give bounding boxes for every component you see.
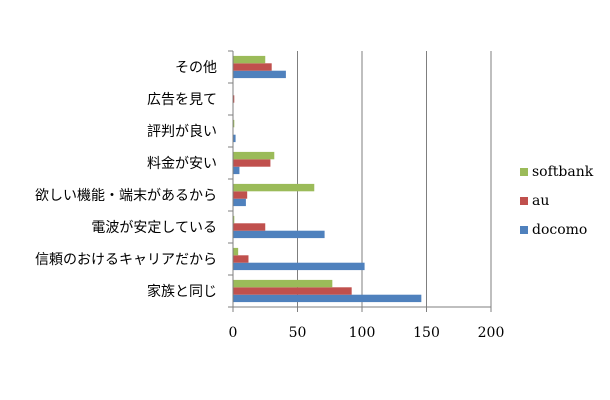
bar-docomo bbox=[233, 262, 365, 271]
bar-softbank bbox=[233, 247, 239, 256]
category-label: 電波が安定している bbox=[91, 220, 217, 236]
category-label: 欲しい機能・端末があるから bbox=[35, 188, 217, 204]
legend: softbank au docomo bbox=[520, 164, 594, 238]
bar-docomo bbox=[233, 70, 286, 79]
bar-au bbox=[233, 63, 272, 71]
legend-swatch-softbank bbox=[520, 168, 528, 176]
category-label: 家族と同じ bbox=[147, 283, 217, 300]
x-tick-label: 200 bbox=[478, 325, 505, 341]
bar-softbank bbox=[233, 279, 333, 288]
category-label: その他 bbox=[175, 60, 217, 76]
bar-softbank bbox=[233, 215, 235, 224]
bar-softbank bbox=[233, 55, 266, 64]
x-tick-label: 50 bbox=[289, 325, 307, 341]
legend-label-docomo: docomo bbox=[532, 222, 587, 238]
category-label: 広告を見て bbox=[147, 92, 217, 108]
bar-softbank bbox=[233, 119, 235, 128]
bar-au bbox=[233, 287, 352, 295]
bar-au bbox=[233, 255, 249, 263]
bar-docomo bbox=[233, 294, 422, 303]
axes bbox=[228, 50, 492, 312]
bar-au bbox=[233, 191, 248, 199]
x-tick-label: 150 bbox=[413, 325, 440, 341]
x-tick-labels: 0 50 100 150 200 bbox=[229, 325, 505, 341]
bar-au bbox=[233, 95, 235, 103]
bar-au bbox=[233, 159, 271, 167]
bar-docomo bbox=[233, 230, 325, 239]
bar-softbank bbox=[233, 151, 275, 160]
legend-label-softbank: softbank bbox=[532, 164, 594, 180]
category-label: 信頼のおけるキャリアだから bbox=[35, 252, 217, 268]
category-label: 評判が良い bbox=[147, 124, 217, 140]
legend-label-au: au bbox=[532, 193, 549, 209]
category-labels: 家族と同じ 信頼のおけるキャリアだから 電波が安定している 欲しい機能・端末があるから… bbox=[35, 60, 217, 300]
bar-au bbox=[233, 223, 266, 231]
bar-docomo bbox=[233, 166, 240, 175]
bar-docomo bbox=[233, 134, 236, 143]
legend-swatch-docomo bbox=[520, 226, 528, 234]
legend-swatch-au bbox=[520, 197, 528, 205]
bar-softbank bbox=[233, 183, 315, 192]
x-tick-label: 100 bbox=[349, 325, 376, 341]
category-label: 料金が安い bbox=[147, 156, 217, 172]
bar-docomo bbox=[233, 198, 246, 207]
bar-series bbox=[233, 55, 422, 303]
x-tick-label: 0 bbox=[229, 325, 238, 341]
